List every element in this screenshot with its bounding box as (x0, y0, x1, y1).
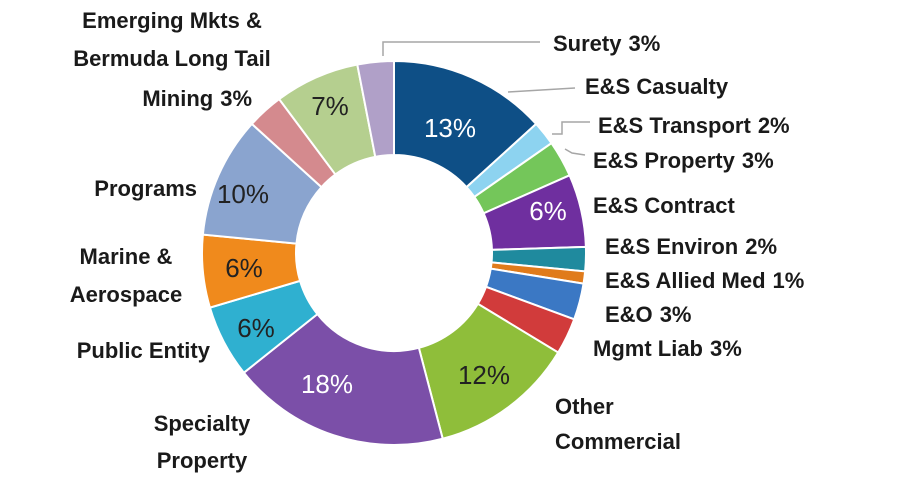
category-label: Aerospace (70, 282, 183, 307)
category-label: Mgmt Liab 3% (593, 336, 742, 361)
value-label: 13% (424, 113, 476, 143)
category-text: E&S Casualty (585, 74, 729, 99)
category-text: Mining (142, 86, 213, 111)
category-text: E&S Transport (598, 113, 751, 138)
category-label: Bermuda Long Tail (73, 46, 271, 71)
value-label: 10% (217, 179, 269, 209)
leader-line (507, 87, 576, 93)
category-text: Marine & (80, 244, 173, 269)
category-label: E&S Allied Med 1% (605, 268, 804, 293)
category-label: Specialty (154, 411, 251, 436)
category-label: E&S Casualty (585, 74, 729, 99)
value-label: 18% (301, 369, 353, 399)
category-text: Mgmt Liab (593, 336, 703, 361)
category-label: Surety 3% (553, 31, 660, 56)
value-label: 3% (220, 86, 252, 111)
category-text: Emerging Mkts & (82, 8, 262, 33)
value-label: 3% (710, 336, 742, 361)
value-label: 7% (311, 91, 349, 121)
category-text: Surety (553, 31, 622, 56)
category-label: Property (157, 448, 248, 473)
value-label: 3% (742, 148, 774, 173)
category-text: Programs (94, 176, 197, 201)
value-label: 1% (773, 268, 805, 293)
category-label: Marine & (80, 244, 173, 269)
category-text: Commercial (555, 429, 681, 454)
category-label: Emerging Mkts & (82, 8, 262, 33)
value-label: 6% (225, 253, 263, 283)
leader-line (564, 148, 586, 156)
category-label: E&S Contract (593, 193, 735, 218)
value-label: 2% (758, 113, 790, 138)
category-text: Property (157, 448, 248, 473)
category-text: E&S Environ (605, 234, 738, 259)
value-label: 3% (628, 31, 660, 56)
category-label: Other (555, 394, 614, 419)
category-text: Aerospace (70, 282, 183, 307)
value-label: 2% (745, 234, 777, 259)
category-label: E&S Environ 2% (605, 234, 777, 259)
category-text: E&O (605, 302, 653, 327)
donut-slice (356, 59, 395, 158)
category-label: E&S Transport 2% (598, 113, 790, 138)
leader-line (382, 41, 540, 56)
category-text: Specialty (154, 411, 251, 436)
value-label: 3% (660, 302, 692, 327)
category-label: Mining 3% (142, 86, 252, 111)
value-label: 12% (458, 360, 510, 390)
category-label: E&O 3% (605, 302, 691, 327)
value-label: 6% (237, 313, 275, 343)
category-text: E&S Property (593, 148, 736, 173)
donut-slice (242, 312, 444, 446)
leader-line (552, 121, 590, 135)
category-label: E&S Property 3% (593, 148, 774, 173)
category-text: Other (555, 394, 614, 419)
category-text: E&S Allied Med (605, 268, 766, 293)
value-label: 6% (529, 196, 567, 226)
category-label: Public Entity (77, 338, 211, 363)
category-label: Programs (94, 176, 197, 201)
category-text: Bermuda Long Tail (73, 46, 271, 71)
category-label: Commercial (555, 429, 681, 454)
category-text: Public Entity (77, 338, 211, 363)
category-text: E&S Contract (593, 193, 735, 218)
